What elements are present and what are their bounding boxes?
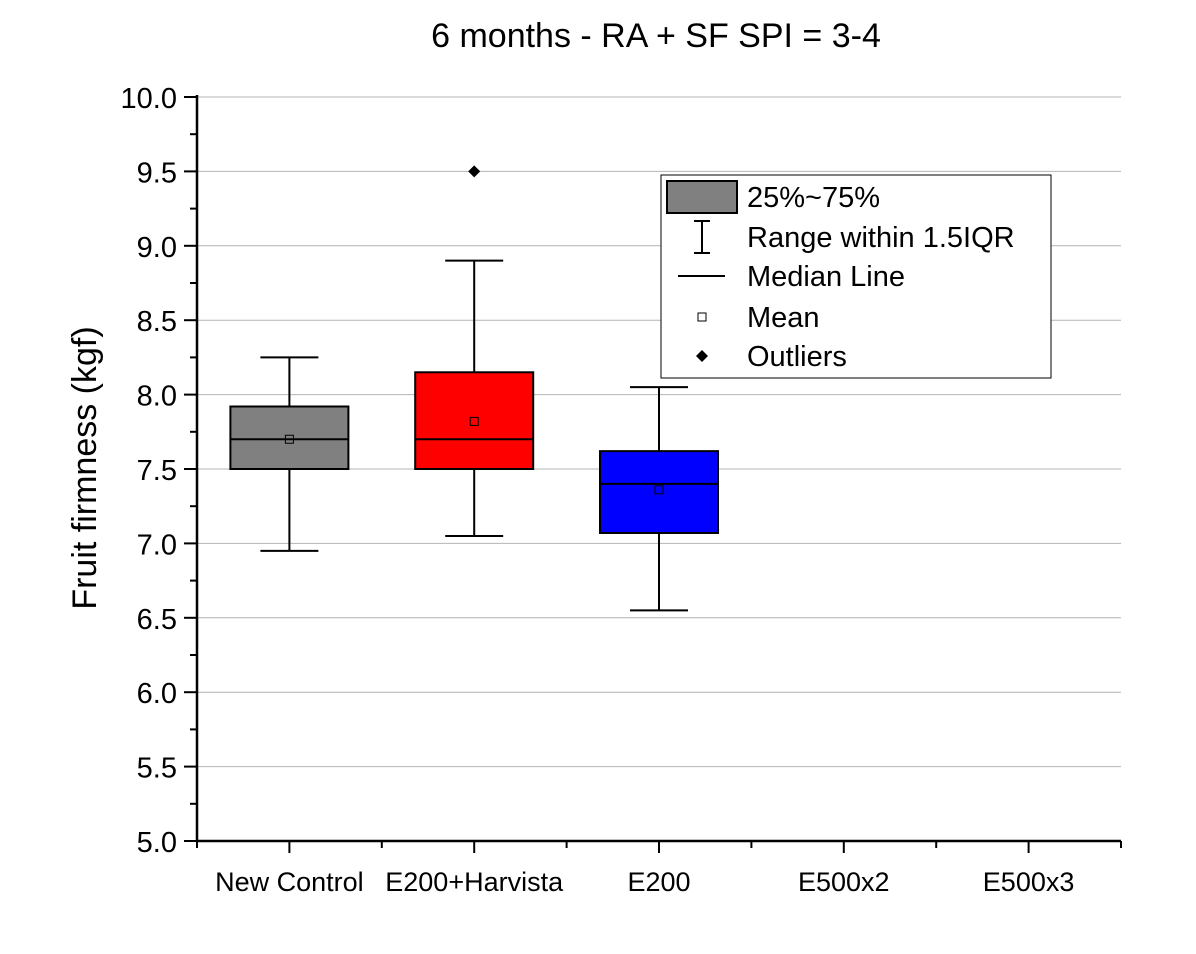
axes: 5.0 5.5 6.0 6.5 7.0 7.5 8.0 8.5 9.0 9.5 10.0 New Co…	[121, 83, 1122, 897]
x-tick-label: New Control	[215, 867, 364, 897]
y-tick-label: 5.0	[137, 827, 177, 859]
iqr-box	[414, 371, 535, 470]
legend-box-swatch	[666, 180, 738, 214]
outlier-marker	[468, 165, 481, 178]
y-tick-label: 9.5	[137, 157, 177, 189]
legend-label: 25%~75%	[747, 182, 880, 214]
mean-marker	[469, 416, 479, 426]
chart-title: 6 months - RA + SF SPI = 3-4	[431, 17, 881, 55]
y-tick-label: 9.0	[137, 232, 177, 264]
x-tick-label: E200+Harvista	[385, 867, 564, 897]
mean-marker	[654, 485, 664, 495]
y-tick-label: 7.5	[137, 455, 177, 487]
legend-entry: Median Line	[678, 261, 905, 293]
x-tick-label: E500x3	[983, 867, 1075, 897]
box-new-control	[229, 356, 350, 552]
legend-mean-swatch	[697, 312, 707, 322]
y-axis-label: Fruit firmness (kgf)	[66, 326, 104, 609]
legend-outlier-swatch	[696, 350, 708, 362]
legend-label: Range within 1.5IQR	[747, 222, 1015, 254]
legend-entry: Mean	[697, 302, 820, 334]
x-tick-label: E200	[627, 867, 690, 897]
box-e200	[599, 386, 719, 612]
legend-label: Mean	[747, 302, 820, 334]
legend: 25%~75% Range within 1.5IQR Median Line Mea…	[660, 174, 1052, 379]
legend-entry: Outliers	[696, 341, 847, 373]
iqr-box	[229, 405, 350, 470]
x-tick-label: E500x2	[798, 867, 890, 897]
y-tick-label: 6.5	[137, 604, 177, 636]
y-tick-label: 6.0	[137, 678, 177, 710]
y-tick-label: 5.5	[137, 753, 177, 785]
legend-entry: 25%~75%	[666, 180, 880, 214]
legend-label: Median Line	[747, 261, 905, 293]
legend-entry: Range within 1.5IQR	[694, 220, 1015, 254]
mean-marker	[284, 434, 294, 444]
legend-label: Outliers	[747, 341, 847, 373]
box-e200-harvista	[414, 165, 535, 537]
y-tick-label: 8.0	[137, 381, 177, 413]
y-tick-label: 7.0	[137, 529, 177, 561]
y-tick-label: 10.0	[121, 83, 177, 115]
box-series	[229, 165, 719, 612]
iqr-box	[599, 450, 719, 534]
y-tick-label: 8.5	[137, 306, 177, 338]
